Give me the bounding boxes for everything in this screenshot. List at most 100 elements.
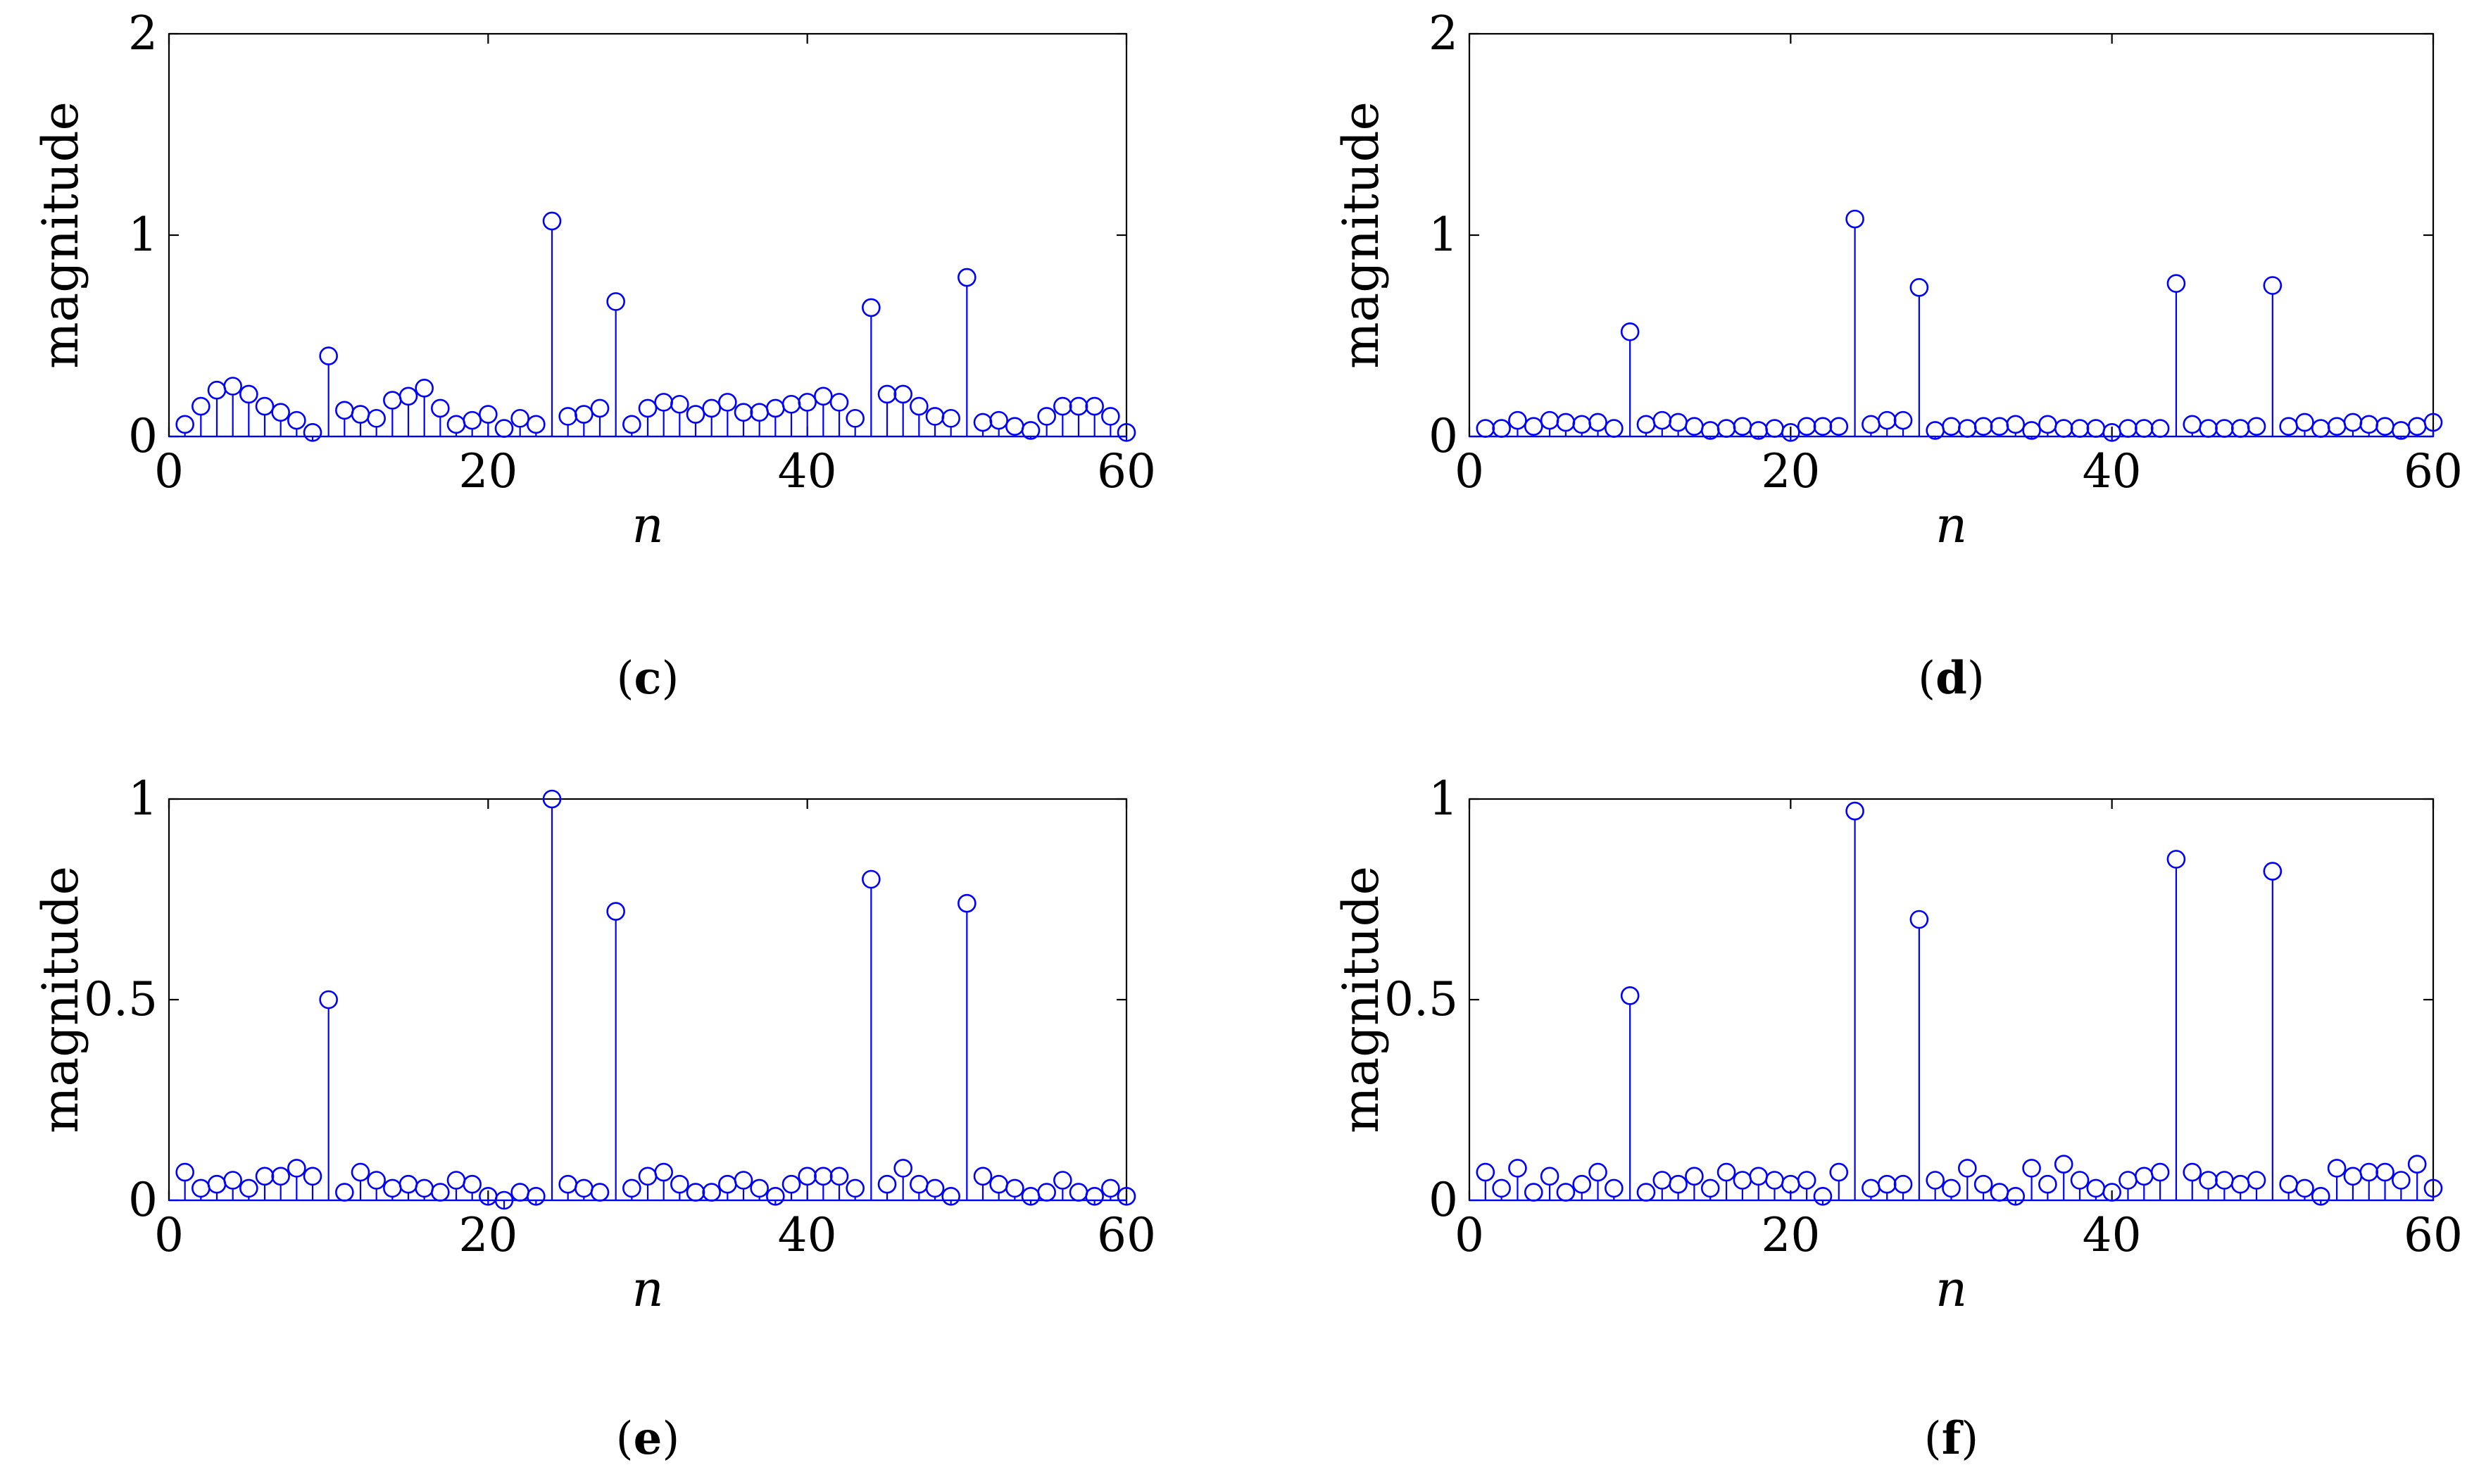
stem-marker [781,394,801,414]
stem-marker [1021,421,1041,440]
stem-marker [2070,419,2090,438]
stem-marker [2295,413,2314,432]
plot-area [1468,32,2435,438]
stem-marker [558,1174,577,1194]
stem-marker [1990,417,2009,436]
stem-marker [1085,1187,1104,1206]
stem-marker [2327,417,2347,436]
caption-open-paren: ( [617,653,634,705]
stem-marker [2343,1167,2363,1186]
stem-marker [2423,413,2443,432]
caption-letter: c [634,652,662,705]
stem-marker [2054,1155,2073,1174]
stem-marker [846,1178,865,1198]
stem-marker [1862,415,1881,434]
stem-marker [1829,1162,1849,1182]
stem-marker [1797,417,1816,436]
stem-marker [2230,419,2250,438]
stem-marker [702,398,721,418]
stem-marker [1572,415,1592,434]
stem-marker [1909,910,1929,929]
stem-marker [686,1183,705,1202]
x-tick-label: 0 [1455,444,1484,498]
stem-marker [415,379,434,398]
stem-marker [1524,1183,1543,1202]
stem-marker [2311,1187,2330,1206]
stem-marker [2166,274,2186,293]
panel-f: 0 20 40 60 0 0.5 1 n magnitude (f) [1332,772,2463,1465]
stem-marker [2038,1174,2057,1194]
caption-open-paren: ( [1924,1413,1942,1465]
stem-marker [1636,415,1656,434]
stem-marker [192,1178,211,1198]
stem-marker [287,410,306,430]
y-axis-label: magnitude [32,866,89,1133]
stem-marker [271,1167,290,1186]
stem-marker [2135,419,2154,438]
stem-marker [510,1183,529,1202]
stem-marker [877,384,897,404]
stem-marker [1990,1183,2009,1202]
stem-marker [494,419,514,438]
x-tick-label: 0 [154,1208,184,1262]
stem-marker [2006,1187,2026,1206]
stem-marker [239,1178,258,1198]
stem-marker [2166,850,2186,869]
stem-marker [2215,1171,2234,1190]
stem-marker [686,405,705,424]
stem-marker [1685,1167,1704,1186]
stem-marker [431,398,450,418]
stem-marker [925,407,945,426]
stem-marker [2407,1155,2427,1174]
stem-marker [463,1174,482,1194]
stem-marker [1829,417,1849,436]
stem-marker [398,1174,418,1194]
x-axis-label: n [1935,1260,1967,1318]
panel-caption: (e) [616,1412,680,1465]
stem-marker [1508,410,1527,430]
stem-marker [1037,1183,1056,1202]
stem-marker [766,1187,785,1206]
caption-close-paren: ) [661,653,679,705]
stem-marker [670,394,689,414]
stem-marker [542,789,562,809]
stem-marker [1117,1187,1136,1206]
stem-marker [1540,410,1559,430]
stem-marker [2199,1171,2218,1190]
stem-marker [1476,419,1495,438]
stem-marker [398,386,418,406]
stem-marker [2054,419,2073,438]
stem-marker [446,415,466,434]
stem-marker [1909,278,1929,297]
stem-marker [494,1190,514,1210]
stem-marker [910,396,929,416]
stem-marker [2215,419,2234,438]
stem-marker [1845,209,1864,229]
stem-marker [989,410,1008,430]
stem-marker [1556,413,1576,432]
stem-marker [973,1167,993,1186]
caption-open-paren: ( [1918,653,1935,705]
stem-marker [1781,422,1800,442]
stem-marker [1053,396,1072,416]
stem-marker [1669,1174,1688,1194]
x-tick-label: 60 [2404,1208,2463,1262]
caption-close-paren: ) [1967,653,1985,705]
y-axis-label: magnitude [32,101,89,369]
stem-marker [1685,417,1704,436]
stem-marker [2263,276,2283,295]
stem-marker [814,1167,833,1186]
stem-marker [2183,1162,2202,1182]
x-axis-label: n [632,496,663,554]
stem-marker [1781,1174,1800,1194]
stem-marker [1893,1174,1913,1194]
stem-marker [383,391,402,410]
stem-marker [734,403,753,422]
stem-marker [893,1159,912,1178]
stem-marker [718,1174,737,1194]
stem-marker [1620,986,1640,1005]
stem-marker [1942,1178,1961,1198]
stem-marker [1973,1174,1993,1194]
x-tick-label: 60 [1097,1208,1156,1262]
